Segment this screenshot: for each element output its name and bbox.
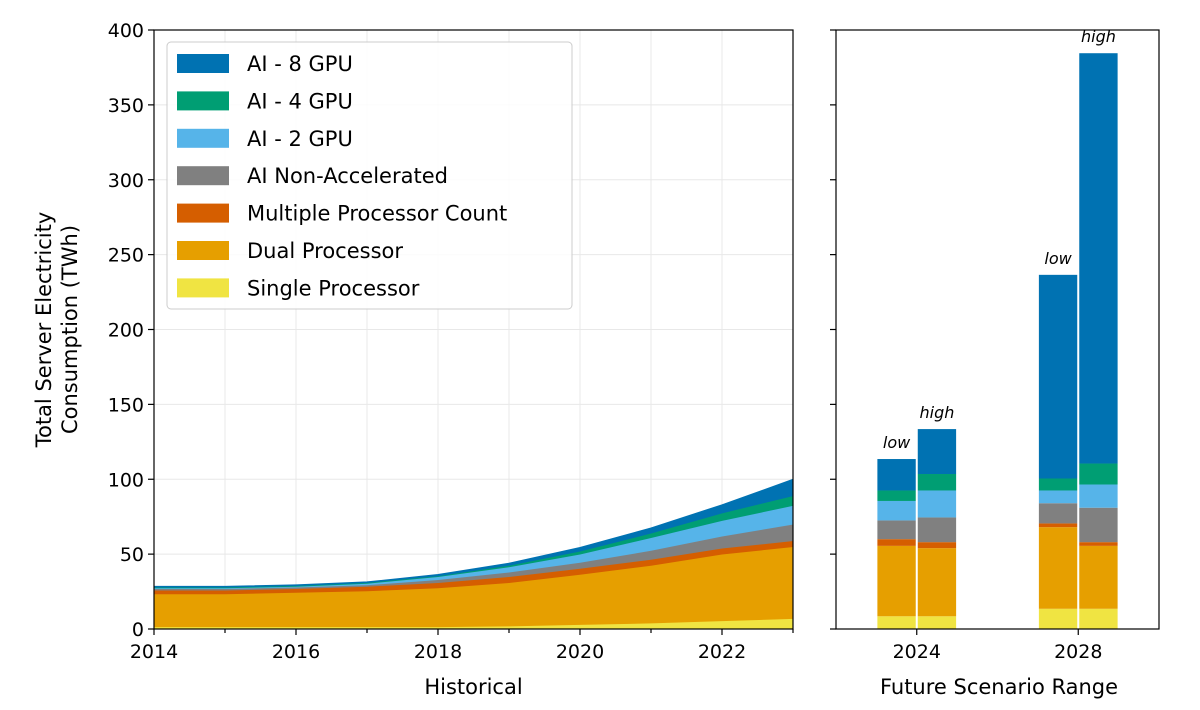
legend-swatch (177, 54, 229, 73)
bar-scenario-label: high (919, 403, 954, 422)
y-tick-label: 50 (120, 544, 144, 566)
bar-segment-multiple-processor-count (917, 542, 957, 549)
historical-ticks: 0 50 100 150 200 250 300 350 400 2014 2016 2018 2020… (108, 20, 794, 663)
y-tick-label: 150 (108, 394, 144, 416)
y-axis-title-line1: Total Server Electricity (32, 212, 56, 449)
bar-segment-dual-processor (1038, 527, 1078, 609)
bar-segment-single-processor (1079, 608, 1118, 629)
bar-segment-ai-4-gpu (1079, 463, 1118, 485)
bar-segment-ai-4-gpu (917, 474, 957, 491)
legend-label: AI Non-Accelerated (247, 164, 448, 188)
legend-swatch (177, 203, 229, 223)
bar-segment-ai-non-accelerated (917, 517, 957, 543)
x-tick-label: 2020 (556, 641, 604, 663)
bar-segment-multiple-processor-count (1038, 523, 1078, 528)
x-tick-label: 2018 (414, 641, 462, 663)
bar-segment-ai-2-gpu (877, 500, 916, 521)
legend: AI - 8 GPU AI - 4 GPU AI - 2 GPU AI Non-Acc… (166, 41, 573, 310)
y-tick-label: 200 (108, 320, 144, 342)
bar-segment-ai-8-gpu (877, 459, 916, 491)
bar-segment-dual-processor (877, 545, 916, 617)
legend-label: Multiple Processor Count (247, 202, 507, 226)
bar-segment-single-processor (877, 616, 916, 629)
bar-segment-single-processor (917, 616, 957, 629)
bar-segment-ai-8-gpu (1038, 274, 1078, 479)
legend-swatch (177, 241, 229, 260)
legend-swatch (177, 166, 229, 186)
x-tick-label: 2016 (272, 641, 320, 663)
legend-label: AI - 8 GPU (247, 52, 353, 76)
x-tick-label: 2014 (130, 641, 178, 663)
y-tick-label: 250 (108, 245, 144, 267)
legend-label: AI - 2 GPU (247, 127, 353, 151)
legend-label: Single Processor (247, 276, 420, 300)
legend-box (166, 41, 573, 310)
legend-swatch (177, 128, 229, 148)
bar-segment-ai-8-gpu (1079, 53, 1118, 464)
bar-scenario-label: low (883, 433, 911, 452)
bar-segment-dual-processor (917, 548, 957, 617)
bar-scenario-label: high (1081, 27, 1116, 46)
bar-segment-single-processor (1038, 608, 1078, 629)
y-tick-label: 0 (132, 619, 144, 641)
bar-segment-ai-4-gpu (877, 490, 916, 501)
bar-segment-ai-non-accelerated (1038, 503, 1078, 524)
x-tick-label: 2022 (698, 641, 746, 663)
y-tick-label: 100 (108, 469, 144, 491)
bar-segment-ai-non-accelerated (1079, 507, 1118, 543)
bar-segment-multiple-processor-count (1079, 542, 1118, 546)
bar-segment-dual-processor (1079, 545, 1118, 609)
bar-segment-ai-4-gpu (1038, 478, 1078, 491)
y-axis-title-line2: Consumption (TWh) (58, 225, 82, 434)
bar-segment-ai-2-gpu (1038, 490, 1078, 504)
future-x-axis-title: Future Scenario Range (880, 675, 1118, 699)
bar-segment-ai-non-accelerated (877, 520, 916, 540)
legend-label: Dual Processor (247, 239, 403, 263)
historical-x-axis-title: Historical (424, 675, 522, 699)
future-ticks: 2024 2028 (830, 29, 1102, 663)
bar-segment-ai-8-gpu (917, 429, 957, 475)
legend-swatch (177, 278, 229, 298)
x-tick-label: 2024 (893, 641, 941, 663)
bar-segment-ai-2-gpu (917, 490, 957, 518)
legend-label: AI - 4 GPU (247, 89, 353, 113)
bar-segment-ai-2-gpu (1079, 484, 1118, 508)
y-tick-label: 400 (108, 20, 144, 42)
legend-swatch (177, 91, 229, 111)
bar-scenario-label: low (1044, 249, 1072, 268)
bar-segment-multiple-processor-count (877, 539, 916, 546)
x-tick-label: 2028 (1054, 641, 1102, 663)
y-tick-label: 350 (108, 95, 144, 117)
y-tick-label: 300 (108, 170, 144, 192)
historical-areas (153, 478, 794, 630)
